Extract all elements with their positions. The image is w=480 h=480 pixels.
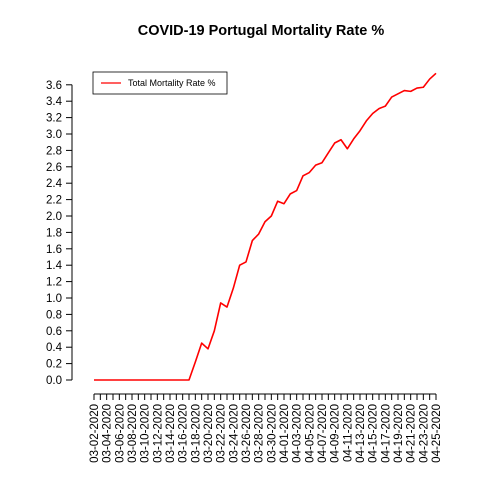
x-tick-label: 04-15-2020 <box>368 404 380 463</box>
y-tick-label: 3.4 <box>46 96 63 108</box>
x-tick-label: 03-26-2020 <box>241 404 253 463</box>
legend-box <box>92 71 228 95</box>
x-tick-label: 03-04-2020 <box>102 404 114 463</box>
x-tick-label: 04-09-2020 <box>330 404 342 463</box>
y-tick-label: 2.4 <box>46 178 63 190</box>
y-tick-label: 0.0 <box>46 375 62 387</box>
y-tick-label: 0.2 <box>46 359 62 371</box>
x-tick-label: 03-12-2020 <box>152 404 164 463</box>
x-tick-label: 04-23-2020 <box>418 404 430 463</box>
y-tick-label: 2.0 <box>46 211 62 223</box>
y-tick-label: 0.6 <box>46 326 62 338</box>
y-tick-label: 1.0 <box>46 293 62 305</box>
y-tick-label: 0.8 <box>46 309 62 321</box>
x-tick-label: 03-14-2020 <box>165 404 177 463</box>
y-axis: 0.0 0.2 0.4 0.6 0.8 1.0 1.2 1.4 1.6 1.8 2.0 2.2 2.4 2… <box>46 80 73 387</box>
legend-label: Total Mortality Rate % <box>128 78 216 88</box>
series-layer <box>93 72 437 381</box>
y-tick-label: 3.2 <box>46 113 62 125</box>
x-tick-label: 03-28-2020 <box>254 404 266 463</box>
y-tick-label: 3.6 <box>46 80 62 92</box>
y-tick-label: 3.0 <box>46 129 62 141</box>
x-tick-label: 04-05-2020 <box>304 404 316 463</box>
legend: Total Mortality Rate % <box>92 71 228 95</box>
x-tick-label: 04-21-2020 <box>406 404 418 463</box>
x-tick-label: 04-19-2020 <box>393 404 405 463</box>
y-tick-label: 2.8 <box>46 145 62 157</box>
y-tick-label: 2.6 <box>46 162 62 174</box>
x-tick-label: 03-10-2020 <box>140 404 152 463</box>
y-tick-label: 1.4 <box>46 260 63 272</box>
x-tick-label: 03-16-2020 <box>178 404 190 463</box>
x-tick-label: 03-02-2020 <box>89 404 101 463</box>
y-tick-label: 2.2 <box>46 195 62 207</box>
x-tick-label: 03-08-2020 <box>127 404 139 463</box>
x-axis: 03-02-2020 03-04-2020 03-06-2020 03-08-2020… <box>89 393 443 463</box>
x-tick-label: 03-24-2020 <box>228 404 240 463</box>
y-tick-label: 1.6 <box>46 244 62 256</box>
chart-title: COVID-19 Portugal Mortality Rate % <box>138 23 385 39</box>
x-tick-label: 03-30-2020 <box>266 404 278 463</box>
y-tick-label: 0.4 <box>46 342 63 354</box>
x-tick-label: 04-03-2020 <box>292 404 304 463</box>
x-tick-label: 03-22-2020 <box>216 404 228 463</box>
x-tick-label: 03-20-2020 <box>203 404 215 463</box>
x-tick-label: 04-25-2020 <box>431 404 443 463</box>
x-tick-label: 04-11-2020 <box>342 404 354 462</box>
x-tick-label: 04-01-2020 <box>279 404 291 463</box>
y-tick-label: 1.8 <box>46 227 62 239</box>
x-tick-label: 04-17-2020 <box>380 404 392 463</box>
x-tick-label: 04-07-2020 <box>317 404 329 463</box>
y-tick-label: 1.2 <box>46 277 62 289</box>
x-tick-label: 03-06-2020 <box>114 404 126 463</box>
x-tick-label: 04-13-2020 <box>355 404 367 463</box>
x-tick-label: 03-18-2020 <box>190 404 202 463</box>
series-line-total-mortality-rate <box>94 72 437 381</box>
